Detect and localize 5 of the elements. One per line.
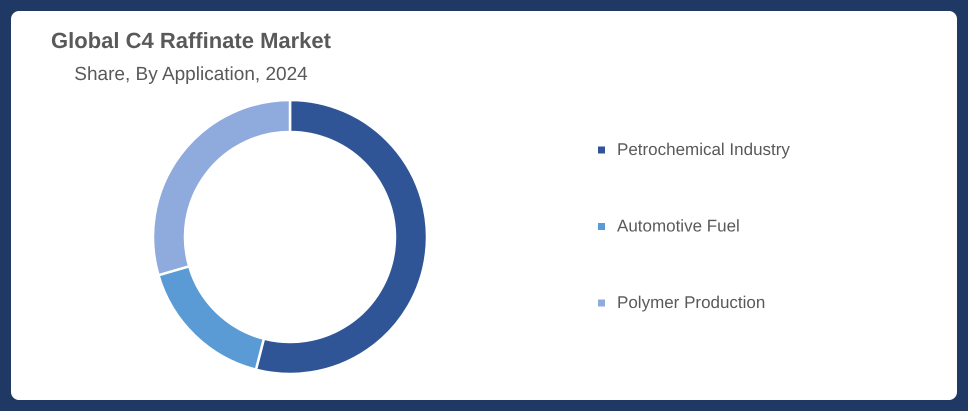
chart-title: Global C4 Raffinate Market [51,28,332,53]
legend-label: Petrochemical Industry [617,140,790,159]
legend-label: Automotive Fuel [617,216,740,236]
legend-label: Polymer Production [617,293,766,312]
chart-subtitle: Share, By Application, 2024 [74,64,308,85]
